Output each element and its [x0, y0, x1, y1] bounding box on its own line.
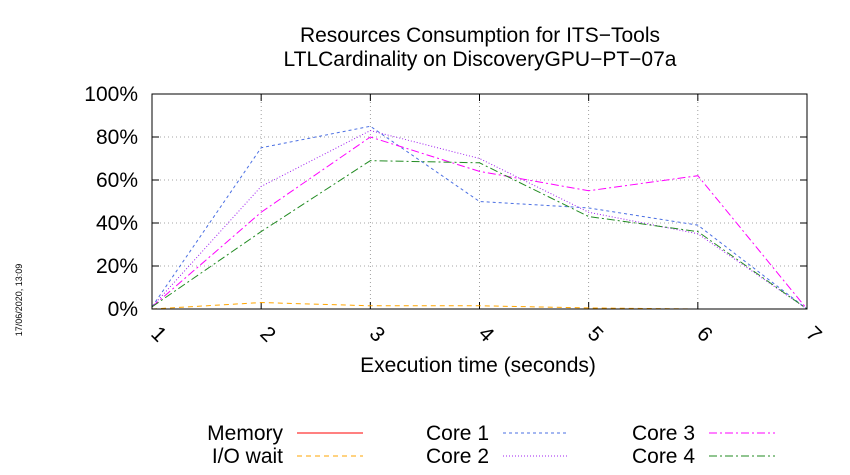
- y-tick-label: 100%: [84, 83, 138, 106]
- chart-subtitle: LTLCardinality on DiscoveryGPU−PT−07a: [284, 48, 677, 71]
- x-axis-title: Execution time (seconds): [360, 354, 596, 377]
- legend-label-core-4: Core 4: [632, 445, 695, 468]
- y-tick-label: 20%: [96, 255, 138, 278]
- y-tick-label: 40%: [96, 212, 138, 235]
- series-line-i-o-wait: [151, 302, 807, 310]
- x-tick-label: 6: [692, 322, 717, 347]
- y-tick-label: 80%: [96, 126, 138, 149]
- legend-label-i-o-wait: I/O wait: [212, 445, 283, 468]
- x-tick-label: 7: [801, 322, 826, 347]
- data-series: [151, 125, 808, 310]
- x-tick-label: 1: [146, 322, 171, 347]
- y-tick-label: 0%: [108, 298, 138, 321]
- legend-label-core-2: Core 2: [426, 445, 489, 468]
- series-line-core-3: [151, 136, 808, 310]
- timestamp-label: 17/06/2020, 13:09: [14, 264, 24, 337]
- legend-label-core-1: Core 1: [426, 422, 489, 445]
- x-tick-label: 3: [365, 322, 390, 347]
- legend-label-core-3: Core 3: [632, 422, 695, 445]
- y-tick-label: 60%: [96, 169, 138, 192]
- grid-lines: [151, 93, 808, 310]
- series-line-core-2: [151, 130, 808, 310]
- chart-title: Resources Consumption for ITS−Tools: [300, 24, 660, 47]
- series-line-core-4: [151, 160, 808, 310]
- x-tick-label: 5: [583, 322, 608, 347]
- series-line-core-1: [151, 125, 808, 310]
- legend-label-memory: Memory: [207, 422, 283, 445]
- plot-frame: [151, 93, 808, 310]
- y-axis-ticks: 0% 20% 40% 60% 80% 100%: [84, 83, 807, 321]
- x-tick-label: 2: [255, 322, 280, 347]
- x-tick-label: 4: [474, 322, 499, 347]
